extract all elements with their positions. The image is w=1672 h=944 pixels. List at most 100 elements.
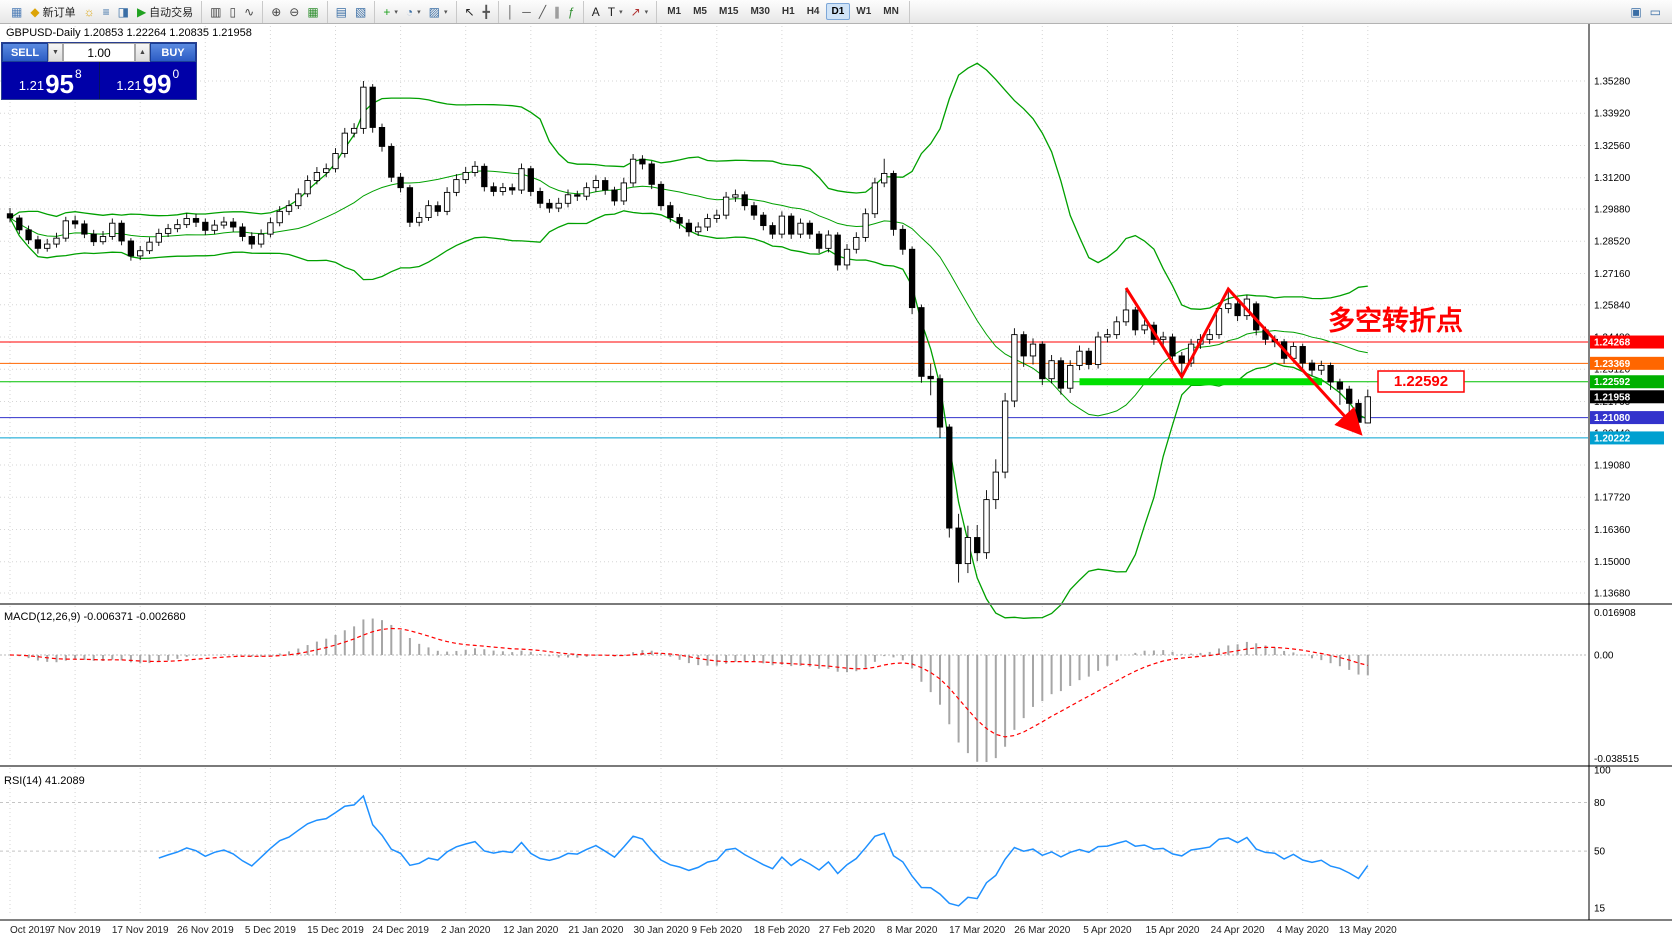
zoom-out-button[interactable]: ⊖ xyxy=(285,2,303,22)
bar-chart-button[interactable]: ▥ xyxy=(206,2,225,22)
candle-body xyxy=(648,163,655,185)
fullscreen-button[interactable]: ▭ xyxy=(1646,2,1665,22)
date-axis-label: 24 Apr 2020 xyxy=(1211,925,1265,936)
sell-price[interactable]: 1.21 95 8 xyxy=(2,62,99,99)
zoom-in-button[interactable]: ⊕ xyxy=(267,2,285,22)
price-tag-text: 1.24268 xyxy=(1594,338,1631,349)
chart-area[interactable]: 1.35280 1.33920 1.32560 1.31200 1.29880 1.285… xyxy=(0,24,1672,944)
timeframe-m15-button[interactable]: M15 xyxy=(719,6,739,17)
windows-button[interactable]: ▣ xyxy=(1626,2,1645,22)
periods-icon: ◔ xyxy=(405,4,414,19)
templates-button[interactable]: ▨ ▾ xyxy=(425,2,452,22)
arrange-windows-button[interactable]: ▤ xyxy=(332,2,351,22)
tile-windows-button[interactable]: ▦ xyxy=(303,2,322,22)
candle-body xyxy=(564,194,572,204)
candle-body xyxy=(1011,334,1018,402)
candle-body xyxy=(536,191,544,204)
crosshair-button[interactable]: ╋ xyxy=(479,2,494,22)
ideas-button[interactable]: ☼ xyxy=(80,2,99,22)
line-chart-button[interactable]: ∿ xyxy=(240,2,258,22)
timeframe-h4-button[interactable]: H4 xyxy=(806,6,820,17)
cursor-button[interactable]: ↖ xyxy=(461,2,479,22)
arrows-button[interactable]: ↗ ▾ xyxy=(627,2,653,22)
volume-field[interactable]: 1.00 xyxy=(63,43,135,62)
text-label-button[interactable]: T ▾ xyxy=(604,2,627,22)
new-chart-button[interactable]: ▦ xyxy=(7,2,26,22)
sell-price-main: 95 xyxy=(45,68,75,99)
new-order-button[interactable]: ◆ 新订单 xyxy=(26,2,79,22)
channel-button[interactable]: ∥ xyxy=(550,2,564,22)
timeframe-m5-button[interactable]: M5 xyxy=(693,6,707,17)
price-tag xyxy=(1590,375,1664,389)
indicators-button[interactable]: + ▾ xyxy=(379,2,402,22)
timeframe-w1-button[interactable]: W1 xyxy=(856,6,872,17)
vertical-line-button[interactable]: │ xyxy=(503,2,519,22)
drawn-objects[interactable] xyxy=(1079,286,1363,436)
price-label-box[interactable]: 1.22592 xyxy=(1377,370,1465,393)
candle-body xyxy=(1001,400,1009,473)
price-tag xyxy=(1590,390,1664,404)
candle-body xyxy=(881,172,888,184)
candle-body xyxy=(1225,303,1232,309)
candle-body xyxy=(583,187,590,197)
candle-body xyxy=(118,222,125,242)
market-watch-icon: ≡ xyxy=(102,4,110,19)
candle-body xyxy=(992,471,999,501)
market-watch-button[interactable]: ≡ xyxy=(99,2,114,22)
horizontal-line-objects[interactable] xyxy=(0,341,1588,439)
one-click-trading-panel: SELL ▼ 1.00 ▲ BUY 1.21 95 8 1.21 99 0 xyxy=(1,42,197,100)
timeframe-m30-button[interactable]: M30 xyxy=(750,6,770,17)
candle-body xyxy=(611,189,618,202)
line-chart-icon: ∿ xyxy=(244,4,255,19)
candle-body xyxy=(1141,324,1148,331)
dropdown-caret-icon: ▾ xyxy=(394,8,398,16)
price-tag-text: 1.23369 xyxy=(1594,359,1631,370)
price-axis[interactable]: 1.35280 1.33920 1.32560 1.31200 1.29880 1.285… xyxy=(0,24,1672,921)
price-axis-label: 1.17720 xyxy=(1594,493,1631,504)
candle-body xyxy=(137,250,144,257)
arrows-icon: ↗ xyxy=(630,4,641,19)
candle-body xyxy=(1318,364,1325,371)
candle-body xyxy=(964,537,972,565)
candle-body xyxy=(1057,360,1065,389)
candle-chart-button[interactable]: ▯ xyxy=(226,2,241,22)
autotrading-button-label: 自动交易 xyxy=(149,6,194,19)
timeframe-d1-button[interactable]: D1 xyxy=(825,3,851,20)
candle-body xyxy=(1346,388,1353,404)
volume-up-button[interactable]: ▲ xyxy=(135,43,150,62)
periods-button[interactable]: ◔ ▾ xyxy=(402,2,425,22)
horizontal-line-button[interactable]: ─ xyxy=(518,2,535,22)
price-axis-label: 1.25840 xyxy=(1594,300,1631,311)
candle-body xyxy=(955,527,962,565)
buy-button[interactable]: BUY xyxy=(150,43,196,62)
volume-down-button[interactable]: ▼ xyxy=(48,43,63,62)
buy-price[interactable]: 1.21 99 0 xyxy=(99,62,196,99)
price-tag-text: 1.20222 xyxy=(1594,433,1631,444)
candle-body xyxy=(769,225,776,235)
candle-body xyxy=(341,132,348,154)
date-axis-label: 24 Dec 2019 xyxy=(372,925,429,936)
cursor-icon: ↖ xyxy=(464,4,475,19)
cascade-windows-button[interactable]: ▧ xyxy=(351,2,370,22)
timeframe-h1-button[interactable]: H1 xyxy=(781,6,795,17)
tile-windows-icon: ▦ xyxy=(307,4,319,19)
dropdown-caret-icon: ▾ xyxy=(644,8,649,16)
turning-point-annotation[interactable]: 多空转折点 xyxy=(1328,305,1463,336)
trendline-button[interactable]: ╱ xyxy=(535,2,550,22)
candle-body xyxy=(1094,336,1102,365)
candle-body xyxy=(1160,336,1167,340)
text-button[interactable]: A xyxy=(588,2,604,22)
timeframe-mn-button[interactable]: MN xyxy=(883,6,899,17)
candle-body xyxy=(434,205,441,212)
zigzag-arrow[interactable] xyxy=(1124,286,1363,436)
candle-body xyxy=(750,205,758,216)
sell-button[interactable]: SELL xyxy=(2,43,48,62)
data-window-button[interactable]: ◨ xyxy=(114,2,133,22)
candle-body xyxy=(192,218,200,223)
date-axis-label: 15 Apr 2020 xyxy=(1146,925,1200,936)
fibonacci-button[interactable]: ƒ xyxy=(564,2,579,22)
candle-body xyxy=(1336,381,1344,390)
autotrading-button[interactable]: ▶ 自动交易 xyxy=(133,2,197,22)
timeframe-m1-button[interactable]: M1 xyxy=(667,6,682,17)
